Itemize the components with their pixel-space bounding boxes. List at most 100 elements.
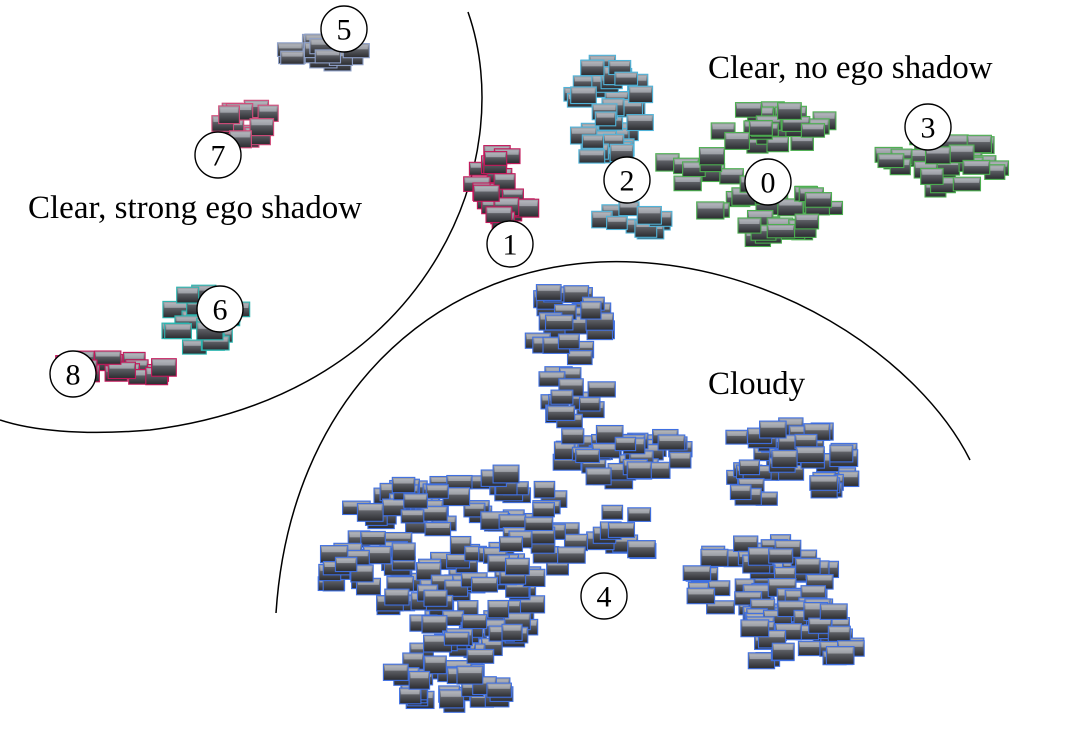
- thumbnail-image: [498, 536, 524, 553]
- thumbnail-image: [628, 85, 654, 104]
- thumbnail-image: [466, 648, 495, 664]
- cluster-badge-8: 8: [49, 350, 97, 398]
- thumbnail-image: [360, 530, 386, 546]
- thumbnail-image: [768, 548, 794, 564]
- thumbnail-image: [570, 86, 597, 105]
- thumbnail-image: [461, 614, 488, 630]
- thumbnail-image: [438, 689, 465, 709]
- thumbnail-image: [636, 205, 662, 225]
- thumbnail-image: [487, 599, 510, 619]
- thumbnail-image: [463, 502, 486, 518]
- thumbnail-image: [809, 475, 839, 491]
- thumbnail-image: [777, 198, 804, 217]
- thumbnail-image: [877, 153, 905, 169]
- thumbnail-image: [424, 521, 452, 537]
- thumbnail-image: [423, 589, 448, 607]
- thumbnail-image: [673, 175, 702, 192]
- thumbnail-image: [827, 625, 851, 642]
- thumbnail-image: [408, 670, 431, 690]
- cluster-badge-1-label: 1: [503, 229, 518, 262]
- thumbnail-image: [601, 504, 624, 520]
- thumbnail-image: [682, 565, 712, 582]
- thumbnail-image: [747, 547, 774, 566]
- boundary-cloudy: [275, 260, 971, 614]
- thumbnail-image: [578, 149, 606, 164]
- thumbnail-image: [107, 361, 136, 380]
- region-label-clear-strong-shadow: Clear, strong ego shadow: [28, 190, 362, 226]
- thumbnail-image: [399, 687, 422, 705]
- thumbnail-image: [952, 176, 982, 192]
- cluster-badge-3: 3: [904, 103, 952, 151]
- thumbnail-image: [771, 642, 795, 661]
- cluster-badge-4-label: 4: [597, 581, 612, 614]
- thumbnail-image: [504, 557, 530, 576]
- thumbnail-image: [614, 436, 637, 452]
- cluster-badge-6-label: 6: [213, 294, 228, 327]
- thumbnail-image: [698, 147, 726, 166]
- thumbnail-image: [356, 502, 384, 522]
- cluster-badge-5-label: 5: [337, 14, 352, 47]
- thumbnail-image: [314, 49, 342, 64]
- thumbnail-image: [734, 102, 763, 118]
- thumbnail-image: [249, 118, 275, 137]
- thumbnail-image: [470, 576, 499, 593]
- thumbnail-image: [386, 576, 414, 592]
- thumbnail-image: [382, 663, 409, 681]
- thumbnail-image: [795, 557, 821, 575]
- thumbnail-image: [962, 159, 991, 175]
- thumbnail-image: [669, 451, 692, 469]
- region-label-cloudy: Cloudy: [708, 366, 806, 402]
- thumbnail-image: [800, 123, 826, 138]
- thumbnail-image: [649, 461, 671, 479]
- thumbnail-image: [594, 111, 617, 127]
- thumbnail-image: [686, 587, 716, 605]
- thumbnail-image: [738, 459, 761, 476]
- thumbnail-image: [587, 381, 616, 398]
- thumbnail-image: [384, 588, 410, 606]
- cluster-badge-4: 4: [580, 572, 628, 620]
- thumbnail-image: [280, 50, 305, 65]
- thumbnail-image: [524, 516, 554, 532]
- cluster-badge-7: 7: [194, 131, 242, 179]
- cluster-badge-0: 0: [744, 158, 792, 206]
- cluster-badge-2: 2: [603, 156, 651, 204]
- thumbnail-image: [176, 286, 200, 304]
- thumbnail-image: [532, 502, 555, 518]
- thumbnail-image: [777, 102, 802, 120]
- thumbnail-image: [725, 429, 748, 445]
- thumbnail-image: [498, 514, 527, 529]
- thumbnail-layer: [50, 33, 1010, 713]
- thumbnail-image: [729, 484, 752, 501]
- thumbnail-image: [487, 554, 510, 573]
- thumbnail-image: [825, 646, 855, 665]
- thumbnail-image: [535, 284, 562, 301]
- thumbnail-image: [442, 487, 471, 507]
- thumbnail-image: [546, 405, 576, 421]
- thumbnail-image: [581, 134, 605, 149]
- thumbnail-image: [580, 59, 605, 77]
- thumbnail-image: [627, 540, 656, 559]
- thumbnail-image: [618, 201, 640, 217]
- thumbnail-image: [557, 546, 586, 564]
- cluster-badge-2-label: 2: [620, 165, 635, 198]
- thumbnail-image: [218, 105, 240, 125]
- thumbnail-image: [626, 461, 652, 480]
- thumbnail-image: [446, 474, 473, 490]
- thumbnail-image: [151, 358, 177, 377]
- thumbnail-image: [257, 104, 279, 122]
- thumbnail-image: [747, 652, 776, 670]
- thumbnail-image: [492, 464, 520, 484]
- thumbnail-image: [164, 323, 192, 340]
- cluster-badge-7-label: 7: [211, 140, 226, 173]
- thumbnail-image: [819, 603, 848, 620]
- cluster-badge-5: 5: [320, 5, 368, 53]
- thumbnail-image: [566, 350, 593, 366]
- thumbnail-image: [391, 476, 416, 494]
- thumbnail-image: [483, 151, 508, 166]
- thumbnail-image: [585, 467, 612, 486]
- thumbnail-image: [575, 448, 600, 464]
- cluster-badge-3-label: 3: [921, 112, 936, 145]
- thumbnail-image: [443, 631, 470, 646]
- thumbnail-image: [391, 542, 416, 562]
